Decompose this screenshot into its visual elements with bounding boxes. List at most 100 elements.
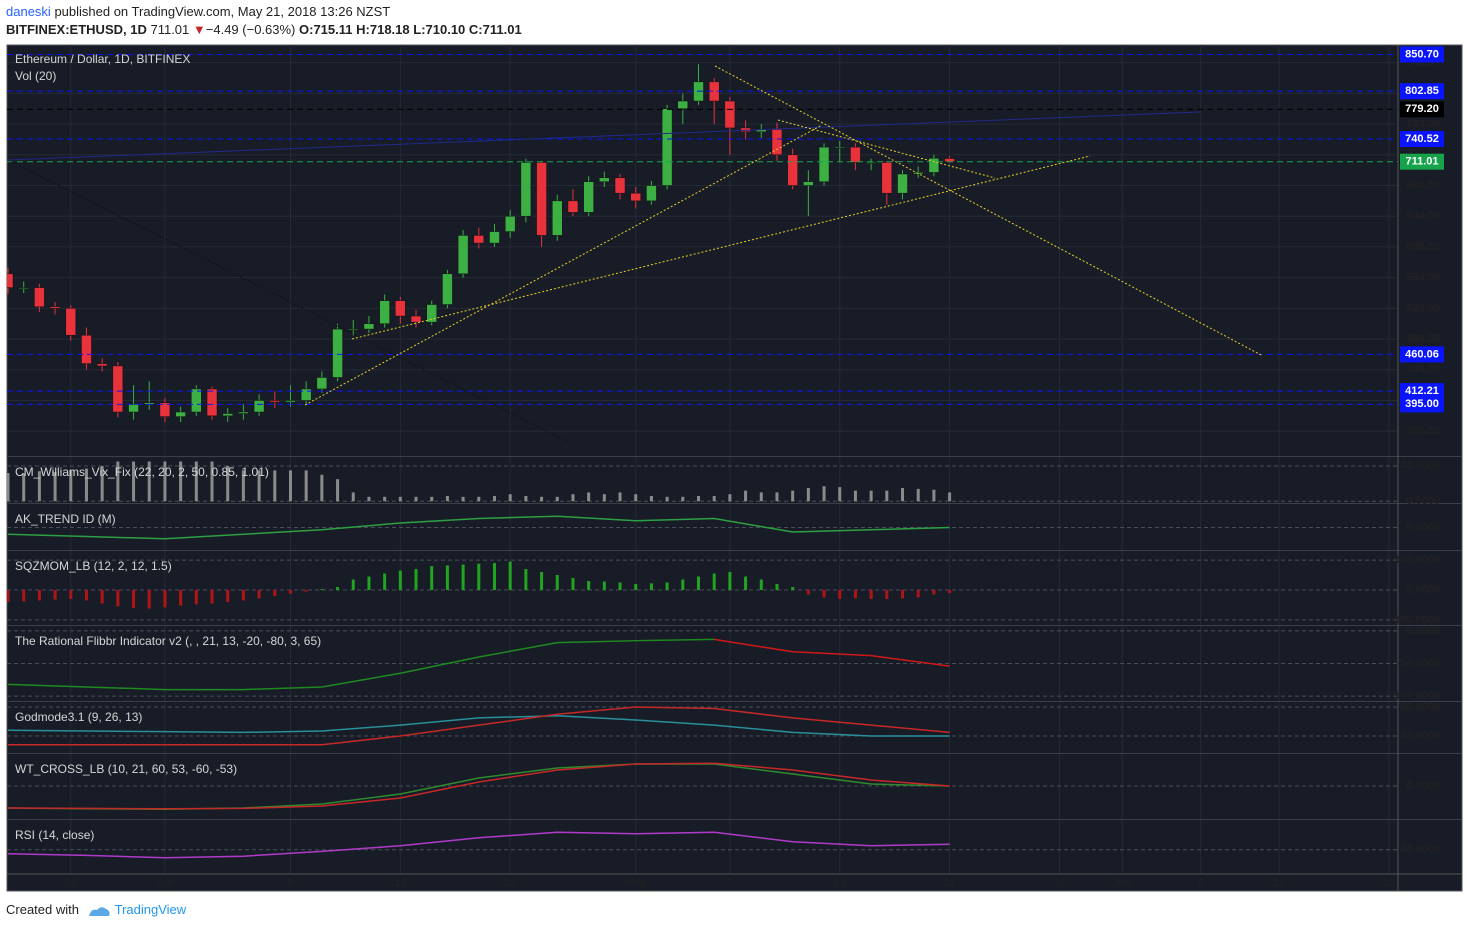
x-tick-label: 28 [1053, 877, 1065, 889]
histogram-bar [304, 589, 308, 592]
histogram-bar [367, 576, 371, 590]
histogram-bar [948, 492, 952, 502]
publish-line: daneski published on TradingView.com, Ma… [6, 4, 390, 19]
y-tick-label: 760.00 [1406, 118, 1440, 130]
histogram-bar [367, 496, 371, 502]
brand[interactable]: TradingView [114, 902, 187, 917]
histogram-bar [555, 496, 559, 502]
y-tick-label: -100.0000 [1390, 690, 1440, 702]
histogram-bar [916, 488, 920, 502]
histogram-bar [336, 479, 340, 502]
candle-body [457, 235, 469, 275]
price-level-box [1400, 83, 1444, 100]
panel-title: RSI (14, close) [15, 828, 94, 842]
candle-body [300, 388, 312, 401]
histogram-bar [147, 589, 151, 609]
price-level-label: 740.52 [1405, 133, 1439, 145]
candle-body [850, 146, 861, 163]
grid [7, 45, 1462, 874]
price-level-box [1400, 101, 1444, 118]
histogram-bar [320, 589, 324, 590]
trend-line [351, 155, 1091, 340]
histogram-bar [163, 461, 167, 502]
histogram-bar [540, 496, 544, 502]
histogram-bar [84, 468, 88, 502]
panel-title: WT_CROSS_LB (10, 21, 60, 53, -60, -53) [15, 762, 237, 776]
histogram-bar [383, 496, 387, 502]
histogram-bar [226, 589, 230, 602]
open: O:715.11 [299, 22, 353, 37]
symbol-line: BITFINEX:ETHUSD, 1D 711.01 ▼−4.49 (−0.63… [6, 22, 522, 37]
y-tick-label: 0.0000 [1406, 521, 1440, 533]
histogram-bar [665, 496, 669, 502]
histogram-bar [336, 587, 340, 590]
histogram-bar [728, 572, 732, 590]
candle-body [253, 400, 265, 413]
candle-body [269, 400, 281, 403]
histogram-bar [901, 589, 905, 599]
histogram-bar [571, 578, 575, 590]
plot [7, 53, 1398, 859]
histogram-bar [383, 573, 387, 590]
candle-body [834, 146, 845, 149]
axes: 26 Apr 9 16 23 May 7 14 21 28 Jun 6 11 18 Ethereum / D… [15, 46, 1444, 889]
histogram-bar [414, 496, 418, 502]
histogram-bar [791, 587, 795, 590]
candle-body [552, 200, 563, 236]
histogram-bar [508, 494, 512, 502]
panel-title: SQZMOM_LB (12, 2, 12, 1.5) [15, 559, 172, 573]
histogram-bar [681, 496, 685, 502]
candle-body [238, 411, 249, 414]
candle-body [599, 177, 610, 182]
histogram-bar [69, 470, 73, 502]
histogram-bar [697, 576, 700, 590]
candle-body [49, 306, 61, 309]
price-level-box [1400, 153, 1444, 170]
trend-line [304, 124, 823, 406]
candle-body [928, 157, 940, 173]
candle-body [661, 108, 673, 186]
histogram-bar [241, 470, 245, 502]
candle-body [191, 388, 202, 413]
candle-body [803, 181, 814, 186]
histogram-bar [775, 492, 779, 502]
candle-body [536, 162, 547, 236]
histogram-bar [744, 490, 748, 502]
histogram-bar [885, 589, 889, 599]
histogram-bar [932, 589, 936, 595]
histogram-bar [477, 563, 481, 590]
histogram-bar [838, 589, 842, 599]
indicator-line [714, 638, 950, 667]
y-tick-label: 0.0000 [1406, 625, 1440, 637]
candle-body [65, 308, 77, 336]
histogram-bar [398, 496, 402, 502]
histogram-bar [697, 495, 700, 502]
histogram-bar [7, 473, 10, 502]
price-level-label: 779.20 [1405, 103, 1439, 115]
histogram-bar [210, 589, 214, 604]
x-tick-label: 14 [834, 877, 846, 889]
histogram-bar [22, 589, 26, 602]
change-arrow: ▼ [192, 22, 206, 37]
x-tick-label: 23 [504, 877, 516, 889]
histogram-bar [194, 461, 198, 502]
histogram-bar [571, 494, 575, 502]
histogram-bar [602, 581, 606, 590]
candle-body [316, 377, 328, 390]
x-tick-label: 21 [943, 877, 955, 889]
candle-body [426, 304, 437, 323]
histogram-bar [461, 564, 465, 590]
candle-body [504, 215, 516, 232]
candle-body [787, 154, 798, 186]
candle-body [348, 328, 359, 331]
histogram-bar [869, 589, 873, 599]
x-tick-label: 9 [287, 877, 293, 889]
histogram-bar [791, 490, 795, 502]
histogram-bar [288, 470, 292, 502]
x-tick-label: 18 [1383, 877, 1395, 889]
published: published on TradingView.com, May 21, 20… [54, 4, 391, 19]
histogram-bar [241, 589, 245, 601]
histogram-bar [84, 589, 88, 601]
author[interactable]: daneski [6, 4, 51, 19]
